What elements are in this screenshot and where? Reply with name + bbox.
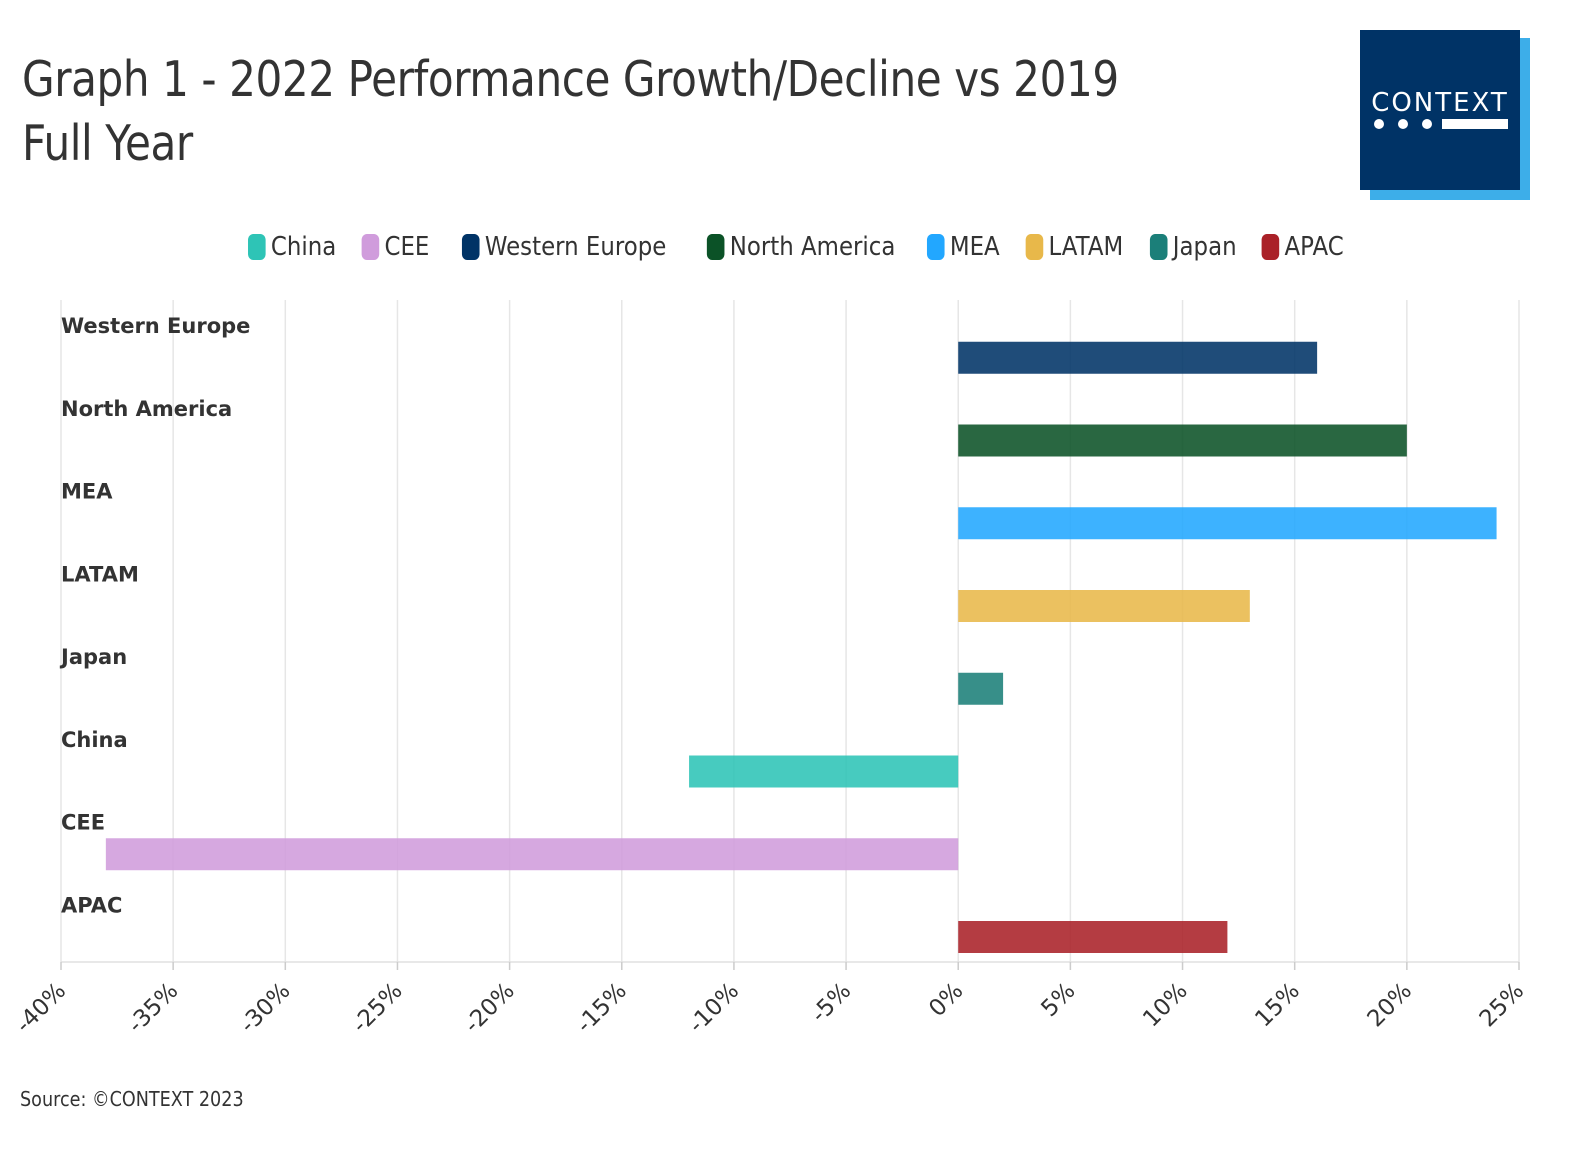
legend-label: North America	[729, 232, 896, 262]
context-logo: CONTEXT	[1360, 30, 1530, 200]
chart-title: Graph 1 - 2022 Performance Growth/Declin…	[22, 51, 1119, 172]
source-note: Source: ©CONTEXT 2023	[20, 1087, 244, 1111]
bar-western-europe	[958, 341, 1318, 374]
x-tick-label: -40%	[11, 978, 71, 1038]
x-tick-label: 0%	[924, 978, 968, 1022]
logo-dot	[1398, 119, 1408, 129]
x-tick-label: -5%	[806, 978, 856, 1028]
bar-latam	[958, 590, 1250, 622]
category-label: North America	[61, 397, 232, 421]
bar-north-america	[958, 424, 1407, 457]
legend-swatch	[248, 234, 266, 260]
bar-mea	[958, 507, 1497, 540]
legend-swatch	[1261, 234, 1280, 260]
legend-item[interactable]: CEE	[361, 232, 429, 262]
bar-apac	[958, 921, 1228, 953]
x-tick-label: 5%	[1036, 978, 1080, 1022]
bar-cee	[105, 838, 959, 871]
legend-label: China	[271, 232, 337, 262]
x-tick-label: -25%	[347, 978, 407, 1038]
legend-item[interactable]: China	[248, 232, 337, 262]
legend-label: Japan	[1172, 232, 1237, 262]
legend-swatch	[361, 234, 379, 260]
x-tick-label: -20%	[459, 978, 519, 1038]
x-tick-label: 25%	[1475, 978, 1530, 1033]
bar-japan	[958, 672, 1004, 705]
legend-swatch	[927, 234, 945, 260]
legend-label: CEE	[384, 232, 430, 262]
legend-item[interactable]: MEA	[927, 232, 1000, 262]
category-label: Japan	[59, 645, 127, 669]
category-label: CEE	[61, 811, 105, 835]
x-tick-label: 10%	[1138, 978, 1193, 1033]
x-tick-label: -30%	[235, 978, 295, 1038]
legend-item[interactable]: North America	[706, 232, 896, 262]
chart-legend: China CEE Western Europe North America MEA LA…	[0, 232, 1592, 262]
x-tick-label: -10%	[684, 978, 744, 1038]
legend-item[interactable]: LATAM	[1025, 232, 1124, 262]
legend-swatch	[1025, 234, 1044, 260]
x-tick-label: 20%	[1363, 978, 1418, 1033]
legend-item[interactable]: APAC	[1261, 232, 1345, 262]
logo-dot	[1422, 119, 1432, 129]
legend-item[interactable]: Western Europe	[461, 232, 667, 262]
x-tick-label: -35%	[123, 978, 183, 1038]
legend-swatch	[461, 234, 480, 260]
logo-bar	[1442, 119, 1508, 129]
legend-label: APAC	[1284, 232, 1345, 262]
bar-china	[689, 755, 959, 788]
legend-label: LATAM	[1048, 232, 1124, 262]
category-label: APAC	[61, 893, 122, 917]
category-label: LATAM	[61, 562, 139, 586]
category-label: Western Europe	[61, 314, 250, 338]
category-label: China	[61, 728, 128, 752]
x-tick-label: 15%	[1250, 978, 1305, 1033]
legend-swatch	[1149, 234, 1168, 260]
legend-label: MEA	[950, 232, 1000, 262]
category-label: MEA	[61, 480, 113, 504]
bar-chart: -40% -35% -30% -25% -20% -15% -10% -5% 0% 5% 10% 15…	[11, 300, 1530, 1038]
logo-panel: CONTEXT	[1360, 30, 1520, 190]
x-tick-label: -15%	[572, 978, 632, 1038]
logo-wordmark: CONTEXT	[1371, 88, 1509, 118]
logo-dot	[1374, 119, 1384, 129]
legend-item[interactable]: Japan	[1149, 232, 1237, 262]
legend-swatch	[706, 234, 725, 260]
legend-label: Western Europe	[484, 232, 667, 262]
